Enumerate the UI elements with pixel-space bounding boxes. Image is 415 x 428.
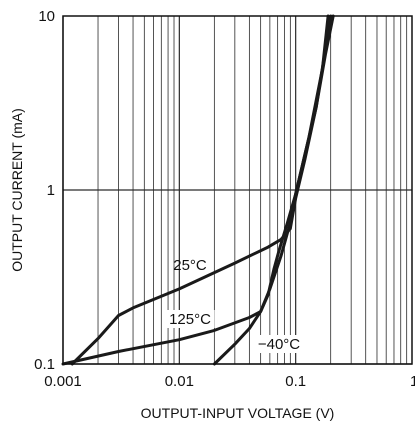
x-axis-title: OUTPUT-INPUT VOLTAGE (V) (141, 405, 335, 421)
x-tick-label: 0.01 (165, 373, 194, 390)
tick-labels: 0.001 0.01 0.1 1 0.1 1 10 (34, 8, 415, 390)
series-label-background (254, 335, 304, 353)
series-line-2 (212, 14, 335, 366)
series-labels: 25°C 125°C −40°C (165, 257, 304, 353)
y-tick-label: 1 (47, 182, 55, 199)
y-tick-label: 10 (38, 8, 55, 25)
series-label-background (165, 310, 215, 328)
plot-frame (62, 15, 413, 365)
y-axis-title: OUTPUT CURRENT (mA) (9, 108, 25, 272)
x-tick-label: 0.1 (285, 373, 306, 390)
series-label-1: 125°C (169, 311, 211, 328)
curves (61, 14, 335, 366)
x-tick-label: 0.001 (44, 373, 82, 390)
series-label-0: 25°C (173, 257, 207, 274)
series-label-2: −40°C (258, 336, 300, 353)
x-tick-label: 1 (410, 373, 415, 390)
y-tick-label: 0.1 (34, 356, 55, 373)
